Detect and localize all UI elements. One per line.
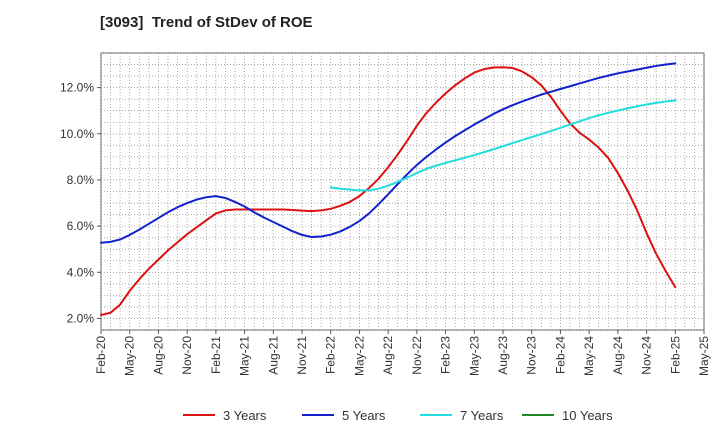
x-tick-label: Nov-21 [295,336,309,375]
x-tick-label: Aug-23 [496,336,510,375]
legend: 3 Years 5 Years 7 Years 10 Years [183,408,613,423]
x-tick-label: Feb-23 [439,336,453,374]
x-tick-label: May-25 [697,336,711,376]
x-axis-ticks: Feb-20 May-20 Aug-20 Nov-20 Feb-21 May-21 Aug-… [94,330,711,376]
x-tick-label: May-21 [238,336,252,376]
y-tick-label: 2.0% [67,311,95,325]
x-tick-label: Feb-25 [668,336,682,374]
y-tick-label: 4.0% [67,265,95,279]
x-tick-label: Feb-21 [209,336,223,374]
series-line-3-years [100,66,677,316]
grid-lines [100,52,705,331]
x-tick-label: Feb-20 [94,336,108,374]
x-tick-label: Feb-24 [553,336,567,374]
y-tick-label: 6.0% [67,219,95,233]
legend-label: 10 Years [562,408,613,423]
y-tick-label: 8.0% [67,173,95,187]
y-tick-label: 12.0% [60,81,94,95]
series-layer [100,62,677,316]
series-line-7-years [329,99,677,192]
legend-label: 7 Years [460,408,504,423]
y-axis-ticks: 2.0% 4.0% 6.0% 8.0% 10.0% 12.0% [60,81,101,325]
plot-area [100,52,705,331]
x-tick-label: Aug-21 [266,336,280,375]
x-tick-label: May-23 [467,336,481,376]
x-tick-label: Nov-24 [640,336,654,375]
x-tick-label: May-22 [352,336,366,376]
x-tick-label: May-24 [582,336,596,376]
legend-label: 5 Years [342,408,386,423]
x-tick-label: Nov-23 [525,336,539,375]
x-tick-label: Aug-22 [381,336,395,375]
legend-label: 3 Years [223,408,267,423]
x-tick-label: Feb-22 [324,336,338,374]
x-tick-label: Aug-24 [611,336,625,375]
x-tick-label: Aug-20 [151,336,165,375]
series-line-5-years [100,62,677,244]
chart-title: [3093] Trend of StDev of ROE [100,14,313,31]
x-tick-label: Nov-22 [410,336,424,375]
x-tick-label: May-20 [123,336,137,376]
x-tick-label: Nov-20 [180,336,194,375]
y-tick-label: 10.0% [60,127,94,141]
